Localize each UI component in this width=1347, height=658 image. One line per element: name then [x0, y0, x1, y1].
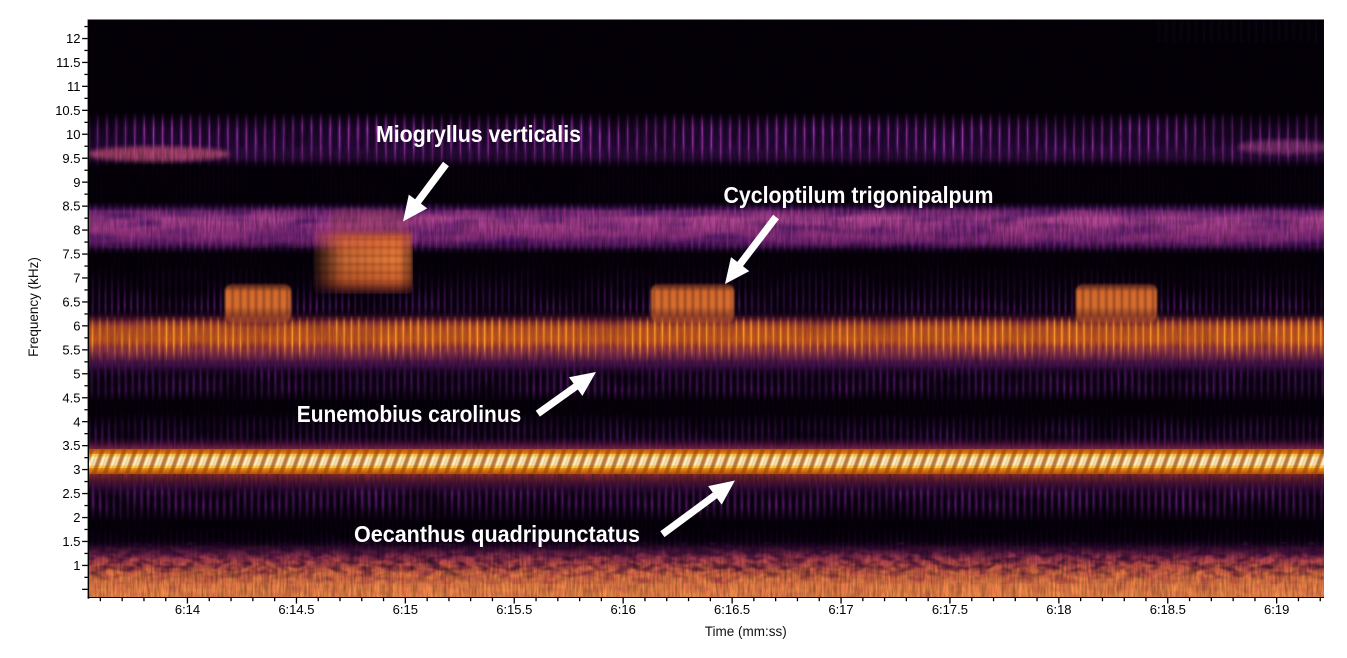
- svg-text:1.5: 1.5: [62, 534, 80, 549]
- svg-text:1: 1: [73, 558, 80, 573]
- svg-text:11: 11: [67, 79, 81, 94]
- svg-text:6: 6: [73, 319, 80, 334]
- svg-text:6:14: 6:14: [175, 602, 200, 617]
- svg-text:12: 12: [66, 31, 80, 46]
- svg-text:Miogryllus verticalis: Miogryllus verticalis: [376, 121, 581, 147]
- svg-text:3: 3: [73, 462, 80, 477]
- svg-text:6:19: 6:19: [1264, 602, 1289, 617]
- svg-text:8.5: 8.5: [62, 199, 80, 214]
- svg-text:2.5: 2.5: [62, 486, 80, 501]
- svg-text:6:15.5: 6:15.5: [496, 602, 532, 617]
- svg-text:6:14.5: 6:14.5: [278, 602, 314, 617]
- svg-text:5: 5: [73, 366, 80, 381]
- svg-text:9.5: 9.5: [62, 151, 80, 166]
- svg-text:6:15: 6:15: [393, 602, 418, 617]
- svg-text:9: 9: [73, 175, 80, 190]
- svg-text:6:18: 6:18: [1046, 602, 1071, 617]
- svg-text:4.5: 4.5: [62, 390, 80, 405]
- svg-text:6:17: 6:17: [828, 602, 853, 617]
- svg-text:Cycloptilum trigonipalpum: Cycloptilum trigonipalpum: [724, 182, 994, 208]
- svg-text:6:18.5: 6:18.5: [1150, 602, 1186, 617]
- svg-text:6:16: 6:16: [611, 602, 636, 617]
- svg-text:4: 4: [73, 414, 80, 429]
- svg-text:6:17.5: 6:17.5: [932, 602, 968, 617]
- svg-text:7.5: 7.5: [62, 247, 80, 262]
- svg-text:8: 8: [73, 223, 80, 238]
- svg-text:5.5: 5.5: [62, 342, 80, 357]
- svg-text:6:16.5: 6:16.5: [714, 602, 750, 617]
- svg-text:Frequency (kHz): Frequency (kHz): [26, 257, 41, 357]
- svg-text:7: 7: [73, 271, 80, 286]
- svg-text:Oecanthus quadripunctatus: Oecanthus quadripunctatus: [354, 521, 640, 547]
- svg-text:6.5: 6.5: [62, 295, 80, 310]
- svg-text:3.5: 3.5: [62, 438, 80, 453]
- svg-text:10.5: 10.5: [55, 103, 80, 118]
- svg-text:Time (mm:ss): Time (mm:ss): [705, 624, 787, 639]
- svg-text:10: 10: [66, 127, 80, 142]
- svg-text:2: 2: [73, 510, 80, 525]
- svg-text:11.5: 11.5: [56, 55, 80, 70]
- svg-text:Eunemobius carolinus: Eunemobius carolinus: [297, 401, 522, 427]
